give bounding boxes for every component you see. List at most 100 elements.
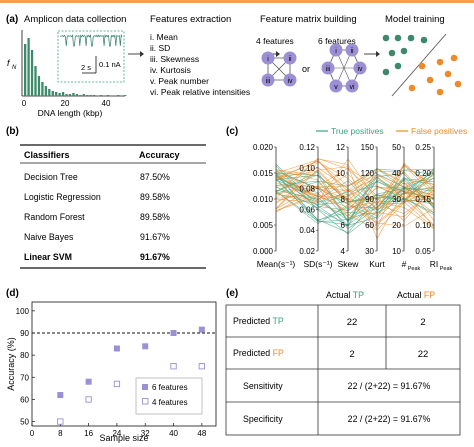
svg-text:iii: iii <box>266 78 271 85</box>
legend-marker-4-features <box>142 398 149 405</box>
arrow-3-head <box>376 51 380 57</box>
feature-item-kurtosis: iv. Kurtosis <box>150 65 191 75</box>
polyline-sample <box>275 174 435 205</box>
step-4-title: Model training <box>385 14 445 25</box>
trace-inset-frame <box>57 30 125 83</box>
axis-label-ri-sub: Peak <box>440 266 453 272</box>
hist-bar <box>68 94 72 96</box>
hist-ylabel-sub: N <box>12 65 17 71</box>
parallel-axis-tick: 0.20 <box>415 169 431 178</box>
node-6-iv: iv <box>353 61 367 75</box>
svg-text:87.50%: 87.50% <box>140 172 170 182</box>
feature-item-peak-intensities: vi. Peak relative intensities <box>150 87 250 97</box>
parallel-axis-tick: 20 <box>392 221 401 230</box>
cell-tp-fp: 2 <box>420 317 425 328</box>
d-x-axis-label: Sample size <box>99 433 148 443</box>
parallel-axis-tick: 0.25 <box>415 143 431 152</box>
axis-label-skew: Skew <box>338 259 360 269</box>
svg-text:ii: ii <box>350 48 354 55</box>
point-4-features <box>113 380 121 388</box>
point-6-features <box>142 343 149 350</box>
parallel-axis-tick: 30 <box>392 195 401 204</box>
polyline-sample <box>275 173 435 214</box>
hist-xtick-40: 40 <box>102 99 111 108</box>
parallel-axis-tick: 0.000 <box>253 247 274 256</box>
parallel-axis-tick: 10 <box>392 247 401 256</box>
panel-b: (b) Classifiers Accuracy Decision Tree 8… <box>6 126 206 269</box>
parallel-axes: 0.020 0.015 0.010 0.005 0.000 0.12 0.10 0.08 0.0… <box>253 143 435 256</box>
hist-bar <box>86 95 89 96</box>
parallel-axis-tick: 0.005 <box>253 221 274 230</box>
svg-text:i: i <box>267 56 269 63</box>
node-6-v: v <box>329 79 343 93</box>
hist-bar <box>51 91 54 96</box>
hist-bar <box>55 92 58 96</box>
parallel-axis-tick: 0.05 <box>415 247 431 256</box>
hist-bar <box>124 95 127 96</box>
confusion-matrix-grid <box>225 304 461 436</box>
polyline-sample <box>275 169 435 212</box>
hist-bar <box>34 66 37 96</box>
point-6-features <box>85 378 92 385</box>
hist-bars <box>24 38 127 96</box>
panel-b-letter: (b) <box>6 126 19 137</box>
hist-xtick-0: 0 <box>22 99 27 108</box>
polyline-sample <box>275 172 435 231</box>
point-4-features <box>170 363 177 370</box>
parallel-axis-tick: 0.06 <box>299 205 315 214</box>
sensitivity-label: Sensitivity <box>243 381 283 391</box>
table-row: Logistic Regression 89.58% <box>24 192 170 202</box>
parallel-axis-tick: 4 <box>341 247 346 256</box>
panel-c: (c) True positives False positives 0.020… <box>226 126 467 272</box>
panel-e-letter: (e) <box>226 288 238 299</box>
parallel-axis-tick: 0.10 <box>415 221 431 230</box>
parallel-axis-tick: 30 <box>365 247 374 256</box>
feature-item-sd: ii. SD <box>150 43 170 53</box>
svg-text:Random Forest: Random Forest <box>24 212 85 222</box>
parallel-axis-tick: 0.02 <box>299 247 315 256</box>
polyline-sample <box>275 165 435 209</box>
svg-text:91.67%: 91.67% <box>140 232 170 242</box>
parallel-axis-tick: 6 <box>341 221 346 230</box>
feature-item-peak-number: v. Peak number <box>150 76 209 86</box>
hist-bar <box>37 76 41 96</box>
axis-label-kurt: Kurt <box>369 259 385 269</box>
polyline-sample <box>275 160 435 226</box>
point-4-features <box>198 363 205 370</box>
step-3-title: Feature matrix building <box>260 14 357 25</box>
point-6-features <box>170 330 177 336</box>
parallel-axis-tick: 0.020 <box>253 143 274 152</box>
parallel-axis-tick: 0.10 <box>299 164 315 173</box>
d-legend: 6 features 4 features <box>135 377 203 415</box>
step-2-title: Features extraction <box>150 14 231 25</box>
or-label: or <box>302 64 310 74</box>
parallel-axis-tick: 60 <box>365 221 374 230</box>
header-accuracy: Accuracy <box>139 150 180 160</box>
parallel-axis-tick: 90 <box>365 195 374 204</box>
feature-list: i. Mean ii. SD iii. Skewness iv. Kurtosi… <box>150 32 250 97</box>
polyline-sample <box>275 169 435 206</box>
node-4-iv: iv <box>283 73 297 87</box>
panel-d: (d) 0 8 16 24 32 40 48 50 60 70 80 90 100 Accuracy (… <box>6 288 217 443</box>
table-row: Linear SVM 91.67% <box>24 252 170 262</box>
polyline-sample <box>275 159 435 205</box>
hist-bar <box>89 95 92 96</box>
node-6-ii: ii <box>345 43 359 57</box>
top-accent-bar <box>0 0 474 3</box>
point-4-features <box>85 396 92 403</box>
cell-fp-tp: 2 <box>349 349 354 360</box>
point-4-features <box>57 418 64 425</box>
point-6-features <box>57 392 64 398</box>
legend: True positives False positives <box>316 126 467 136</box>
specificity-value: 22 / (2+22) = 91.67% <box>348 414 431 424</box>
node-6-vi: vi <box>345 79 359 93</box>
y-tick-label: 100 <box>16 307 30 316</box>
parallel-axis-tick: 120 <box>361 169 375 178</box>
x-tick-label: 0 <box>30 429 35 438</box>
scale-current-label: 0.1 nA <box>99 60 121 69</box>
y-tick-label: 80 <box>20 351 29 360</box>
table-row: Random Forest 89.58% <box>24 212 170 222</box>
svg-text:89.58%: 89.58% <box>140 192 170 202</box>
x-tick-label: 16 <box>84 429 93 438</box>
feature-item-mean: i. Mean <box>150 32 178 42</box>
